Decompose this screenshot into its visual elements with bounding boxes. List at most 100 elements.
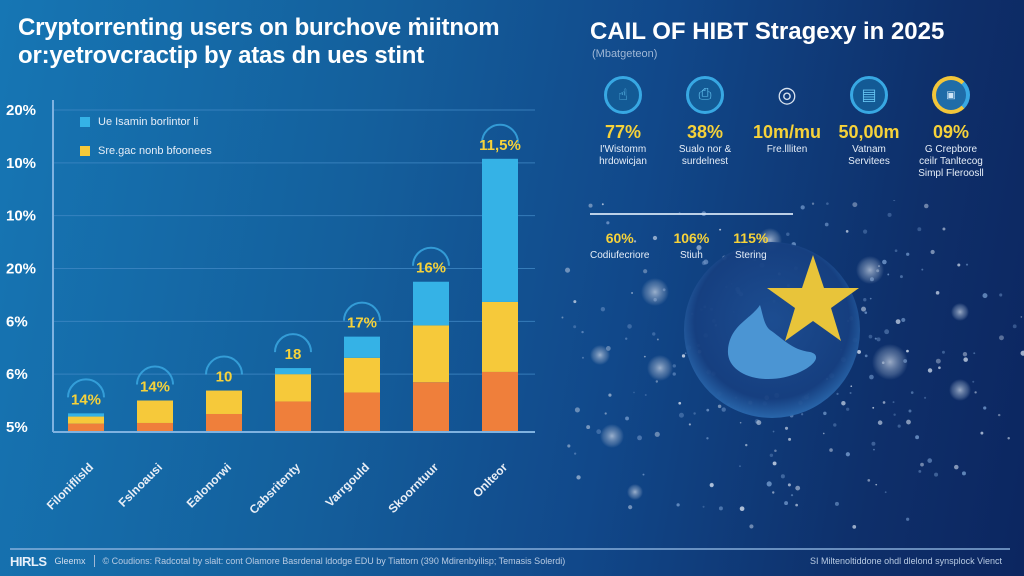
y-tick-label: 6% [6, 313, 28, 330]
stat-item: ▣ 09% G Crepbore ceilr Tanltecog Simpl F… [910, 76, 992, 180]
star-dot [696, 245, 702, 251]
star-dot [852, 202, 858, 208]
y-tick-label: 6% [6, 366, 28, 383]
star-dot [642, 473, 645, 476]
bar-segment-sre-gac-nonb-bfoonees [68, 416, 104, 424]
stat-item: ⎙ 38% Sualo nor & surdelnest [664, 76, 746, 180]
star-dot [756, 420, 762, 426]
bar-segment-orange-base [137, 422, 173, 431]
star-dot [973, 352, 976, 355]
divider [590, 213, 793, 215]
star-dot [893, 413, 896, 416]
bar-value-label: 16% [416, 260, 446, 277]
bar-value-label: 10 [216, 369, 233, 386]
star-dot [784, 501, 789, 506]
bar-labels-layer: 14% 14% 10 18 17% 16% 11,5% [67, 123, 521, 408]
infographic-subtitle: (Mbatgeteon) [592, 48, 658, 60]
star-dot [864, 354, 868, 358]
bar-segment-ue-isamin-borlintor-li [413, 281, 449, 326]
star-dot [1020, 316, 1023, 318]
bar-segment-sre-gac-nonb-bfoonees [413, 325, 449, 383]
star-dot [845, 230, 849, 233]
mini-stat: 106% Stiuh [673, 230, 709, 261]
legend-label: Ue Isamin borlintor li [98, 116, 199, 128]
star-dot [565, 267, 571, 273]
star-dot [836, 392, 839, 396]
bar-chart: 20% 10% 10% 20% 6% 6% 5% 14% 14% 10 18 17% 16% 11,5%… [6, 100, 535, 517]
star-dot [586, 425, 591, 430]
stat-value: 77% [604, 122, 642, 142]
stat-label: Vatnam Servitees [848, 144, 890, 167]
mini-stat-value: 60% [605, 230, 634, 246]
chart-title-line-2: or:yetrovcractip by atas dn ues stint [18, 42, 425, 69]
star-dot [709, 482, 714, 487]
star-dot [706, 437, 709, 440]
star-dot [706, 408, 710, 412]
bar-value-label: 17% [347, 315, 377, 332]
star-dot [920, 462, 924, 467]
star-dot [961, 471, 966, 476]
footer: HIRLS Gleemx © Coudions: Radcotal by sla… [10, 553, 1010, 569]
star-dot [864, 311, 868, 314]
chart-legend: Ue Isamin borlintor li Sre.gac nonb bfoo… [80, 115, 212, 173]
chart-title: Cryptorrenting users on burchove ṁiitnom… [18, 14, 500, 70]
star-dot [957, 263, 961, 267]
star-dot [656, 338, 659, 341]
label-ring-decoration [343, 301, 381, 321]
star-dot [876, 337, 881, 342]
star-dot [895, 319, 901, 325]
legend-item[interactable]: Sre.gac nonb bfoonees [80, 144, 212, 158]
star-dot [942, 227, 946, 231]
star-dot [850, 385, 853, 388]
star-dot [573, 300, 577, 304]
star-dot [608, 393, 612, 397]
star-dot [604, 412, 607, 415]
star-dot [788, 437, 792, 441]
star-dot [963, 357, 968, 362]
star-dot [934, 472, 939, 477]
bar-segment-sre-gac-nonb-bfoonees [275, 374, 311, 402]
star-dot [882, 401, 886, 404]
bar-segment-ue-isamin-borlintor-li [344, 336, 380, 358]
star-icon [767, 255, 859, 341]
x-axis-labels: Filoniflisld Fslnoausi Ealonorwi Cabsritent… [44, 460, 511, 517]
star-dot [861, 306, 867, 312]
bar-value-label: 14% [71, 391, 101, 408]
bars-layer [68, 158, 518, 431]
star-dot [718, 506, 723, 511]
label-ring-decoration [136, 365, 174, 385]
star-dot [826, 202, 829, 205]
stat-item: ▤ 50,00m Vatnam Servitees [828, 76, 910, 180]
star-dot [739, 506, 745, 512]
star-dot [910, 391, 914, 394]
legend-item[interactable]: Ue Isamin borlintor li [80, 115, 212, 129]
star-dot [833, 423, 837, 427]
star-dot [882, 259, 887, 265]
star-dot [643, 269, 648, 274]
mini-stats-row: 60% Codiufecriore 106% Stiuh 115% Sterin… [590, 230, 792, 261]
star-dot [795, 485, 801, 491]
stat-value: 09% [932, 122, 970, 142]
stat-label: Fre.llliten [766, 144, 808, 155]
label-ring-decoration [274, 333, 312, 353]
y-tick-label: 5% [6, 419, 28, 436]
star-dot [884, 491, 887, 494]
star-dot [600, 306, 606, 312]
star-dot [774, 449, 777, 453]
stat-value: 38% [686, 122, 724, 142]
star-dot [790, 494, 794, 497]
star-dot [601, 203, 604, 206]
footer-divider [10, 548, 1010, 550]
x-tick-label: Skoorntuur [385, 460, 441, 516]
star-dot [845, 452, 850, 457]
star-dot [719, 228, 722, 231]
star-dot [709, 483, 714, 488]
star-dot [676, 503, 680, 507]
footer-credit: © Coudions: Radcotal by slalt: cont Olam… [102, 556, 566, 566]
star-dot [871, 441, 876, 446]
footer-brand: Gleemx [54, 556, 86, 566]
star-dot [983, 406, 987, 410]
bar-segment-ue-isamin-borlintor-li [482, 158, 518, 302]
star-dot [846, 407, 850, 411]
legend-swatch-blue [80, 117, 90, 127]
